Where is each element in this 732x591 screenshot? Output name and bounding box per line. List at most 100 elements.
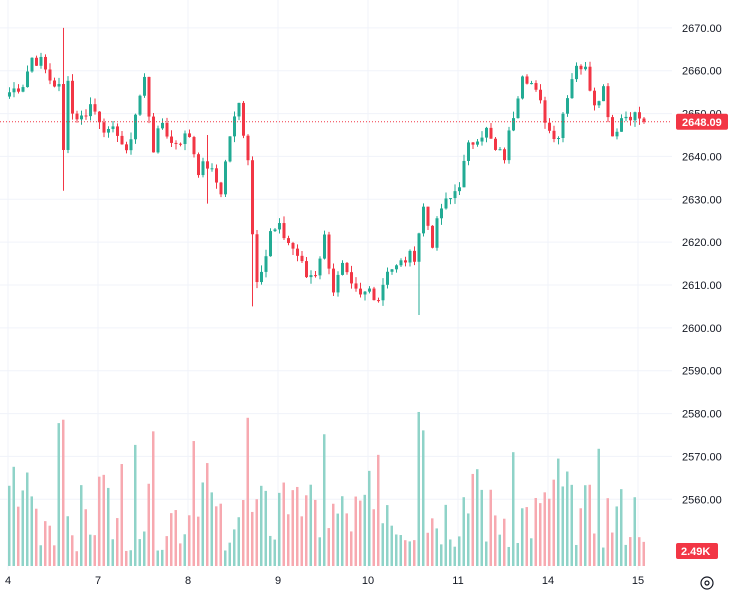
volume-bar <box>327 528 330 566</box>
time-axis[interactable]: 4 7 8 9 10 11 14 15 <box>5 575 644 587</box>
gear-icon-center <box>704 580 710 586</box>
volume-bar <box>611 532 614 566</box>
candle-up <box>633 112 637 121</box>
volume-bar <box>152 431 155 566</box>
volume-bar <box>183 534 186 566</box>
candle-down <box>593 90 596 106</box>
volume-bar <box>440 544 443 566</box>
volume-bar <box>48 525 51 566</box>
candle-up <box>485 127 488 138</box>
volume-bar <box>480 489 483 566</box>
volume-bar <box>206 463 209 566</box>
volume-bar <box>390 525 393 566</box>
candle-down <box>125 144 128 151</box>
candle-up <box>368 288 371 292</box>
candle-up <box>462 160 466 188</box>
volume-bar <box>399 535 402 566</box>
candle-up <box>620 118 623 132</box>
candle-down <box>426 206 430 226</box>
candle-down <box>291 242 295 249</box>
volume-bar <box>120 464 123 566</box>
candle-up <box>156 128 160 153</box>
candle-up <box>273 229 277 232</box>
candle-up <box>602 86 605 102</box>
candle-up <box>26 71 29 88</box>
volume-bar <box>458 536 461 566</box>
candle-up <box>269 231 272 257</box>
candle-up <box>435 218 439 248</box>
candle-up <box>530 83 533 85</box>
candle-down <box>404 260 407 263</box>
candle-up <box>57 83 61 87</box>
candle-up <box>30 57 34 72</box>
volume-bar <box>17 506 20 566</box>
volume-bar <box>251 511 254 566</box>
candle-up <box>80 115 83 120</box>
candle-down <box>471 142 475 145</box>
volume-bar <box>21 490 24 566</box>
candle-down <box>102 122 106 133</box>
candle-up <box>341 262 344 275</box>
candle-up <box>449 198 452 200</box>
volume-bar <box>561 486 564 566</box>
price-tick-label: 2660.00 <box>682 66 722 78</box>
volume-bar <box>273 539 276 566</box>
candle-down <box>606 86 610 118</box>
volume-bar <box>575 544 578 566</box>
candle-up <box>399 260 403 266</box>
candle-up <box>237 102 241 117</box>
volume-bar <box>332 503 335 566</box>
volume-bar <box>363 494 366 566</box>
volume-bar <box>228 542 231 566</box>
volume-bar <box>93 535 96 566</box>
volume-badge: 2.49K <box>676 543 718 559</box>
candle-down <box>642 118 646 122</box>
candle-up <box>143 76 146 96</box>
volume-bar <box>111 539 114 566</box>
candle-up <box>390 269 394 272</box>
candle-down <box>48 69 52 81</box>
candle-down <box>71 80 74 114</box>
candle-up <box>476 141 479 145</box>
candle-up <box>39 56 43 66</box>
volume-bar <box>188 515 191 566</box>
candle-up <box>584 66 587 70</box>
candle-up <box>318 258 322 276</box>
candle-up <box>264 256 268 272</box>
candle-down <box>75 113 79 120</box>
volume-bar <box>485 541 488 566</box>
volume-bar <box>629 537 632 566</box>
candle-down <box>206 161 209 169</box>
volume-bar <box>255 499 258 566</box>
volume-bar <box>422 430 425 566</box>
candle-down <box>192 137 196 155</box>
candle-up <box>408 250 412 263</box>
volume-bar <box>417 411 420 566</box>
volume-bar <box>413 540 416 566</box>
candle-down <box>44 56 47 70</box>
candle-up <box>134 114 137 140</box>
chart-settings-button[interactable] <box>700 576 714 590</box>
volume-bar <box>71 535 74 566</box>
candle-down <box>98 111 101 123</box>
price-tick-label: 2590.00 <box>682 366 722 378</box>
price-axis[interactable]: 2670.002660.002650.002640.002630.002620.… <box>682 23 722 506</box>
candle-down <box>588 66 592 91</box>
candle-up <box>129 139 133 151</box>
volume-bar <box>309 484 312 566</box>
volume-bar <box>300 516 303 566</box>
volume-bar <box>408 541 411 566</box>
candle-up <box>111 126 115 129</box>
candle-down <box>525 76 529 84</box>
volume-bar <box>597 448 600 566</box>
volume-bar <box>507 546 510 566</box>
candle-down <box>165 122 169 137</box>
candle-up <box>444 198 448 209</box>
gear-icon <box>700 576 714 590</box>
candle-down <box>35 57 38 66</box>
volume-bar <box>530 538 533 566</box>
last-price-badge: 2648.09 <box>676 113 728 130</box>
volume-bar <box>98 476 101 566</box>
volume-bar <box>615 506 618 566</box>
